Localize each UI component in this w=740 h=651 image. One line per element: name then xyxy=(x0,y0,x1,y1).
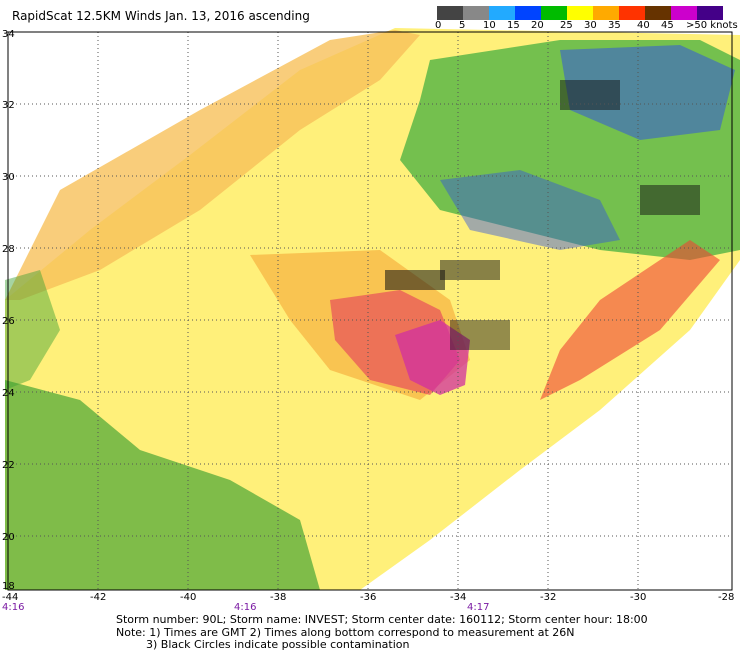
colorbar-swatch xyxy=(671,6,697,20)
colorbar-swatch xyxy=(437,6,463,20)
colorbar-label: 15 xyxy=(507,20,520,31)
y-tick-label: 28 xyxy=(2,244,15,255)
swath-blue-north xyxy=(560,45,735,140)
swath-orange xyxy=(5,30,420,300)
map-frame xyxy=(7,31,733,591)
time-label: 4:17 xyxy=(467,602,489,613)
swath-green-west xyxy=(5,380,320,590)
y-tick-label: 20 xyxy=(2,532,15,543)
y-tick-label: 32 xyxy=(2,100,15,111)
colorbar-swatch xyxy=(515,6,541,20)
y-tick-label: 22 xyxy=(2,460,15,471)
colorbar-label: 45 xyxy=(661,20,674,31)
colorbar-swatch xyxy=(463,6,489,20)
time-label: 4:16 xyxy=(234,602,256,613)
x-tick-label: -36 xyxy=(360,592,376,603)
y-tick-label: 24 xyxy=(2,388,15,399)
note-line: 3) Black Circles indicate possible conta… xyxy=(146,638,410,651)
colorbar-label: 0 xyxy=(435,20,442,31)
x-tick-label: -42 xyxy=(90,592,106,603)
storm-info: Storm number: 90L; Storm name: INVEST; S… xyxy=(116,613,648,626)
colorbar-label: 40 xyxy=(637,20,650,31)
y-tick-label: 18 xyxy=(2,581,15,592)
measurement-times: 4:16 4:16 4:17 xyxy=(2,602,489,613)
swath-green-far-west xyxy=(5,270,60,390)
lat-lon-grid xyxy=(8,32,732,590)
colorbar-label: 30 xyxy=(584,20,597,31)
y-tick-label: 34 xyxy=(2,29,15,40)
x-tick-label: -34 xyxy=(450,592,466,603)
colorbar-swatch xyxy=(541,6,567,20)
x-tick-label: -44 xyxy=(2,592,18,603)
colorbar-label: 5 xyxy=(459,20,466,31)
note-line: Note: 1) Times are GMT 2) Times along bo… xyxy=(116,626,575,639)
swath-red-east xyxy=(540,240,720,400)
x-tick-label: -40 xyxy=(180,592,196,603)
colorbar-label: >50 knots xyxy=(686,20,738,31)
swath-magenta-core xyxy=(395,320,470,395)
y-axis-labels: 34 32 30 28 26 24 22 20 18 xyxy=(2,29,15,592)
colorbar-swatch xyxy=(645,6,671,20)
colorbar-label: 25 xyxy=(560,20,573,31)
colorbar-label: 35 xyxy=(608,20,621,31)
x-tick-label: -30 xyxy=(630,592,646,603)
wind-speed-colorbar xyxy=(437,6,723,20)
colorbar-label: 20 xyxy=(531,20,544,31)
colorbar-swatch xyxy=(567,6,593,20)
y-tick-label: 30 xyxy=(2,172,15,183)
colorbar-swatch xyxy=(619,6,645,20)
x-tick-label: -28 xyxy=(718,592,734,603)
map-title: RapidScat 12.5KM Winds Jan. 13, 2016 asc… xyxy=(12,9,310,23)
swath-blue-mid xyxy=(440,170,620,250)
colorbar-swatch xyxy=(593,6,619,20)
colorbar-swatch xyxy=(697,6,723,20)
x-tick-label: -38 xyxy=(270,592,286,603)
colorbar-label: 10 xyxy=(483,20,496,31)
y-tick-label: 26 xyxy=(2,316,15,327)
x-axis-labels: -44 -42 -40 -38 -36 -34 -32 -30 -28 xyxy=(2,592,734,603)
time-label: 4:16 xyxy=(2,602,24,613)
colorbar-labels: 0 5 10 15 20 25 30 35 40 45 >50 knots xyxy=(430,20,740,34)
x-tick-label: -32 xyxy=(540,592,556,603)
colorbar-swatch xyxy=(489,6,515,20)
contamination-markers xyxy=(385,80,700,350)
